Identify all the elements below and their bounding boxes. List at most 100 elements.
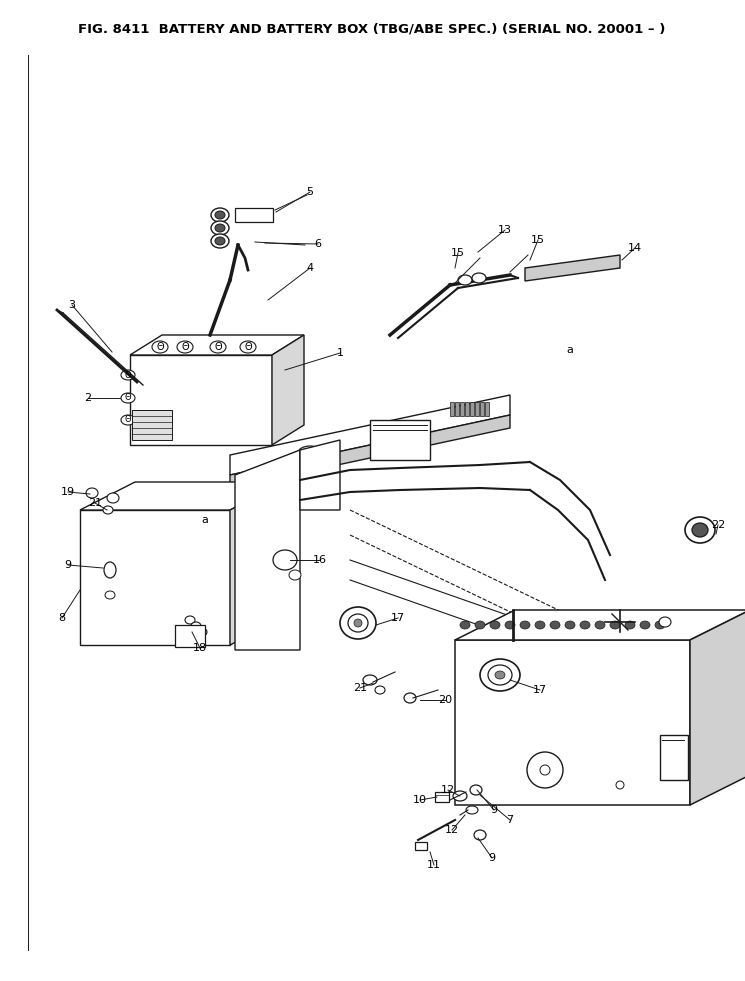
- Polygon shape: [230, 395, 510, 475]
- Ellipse shape: [495, 671, 505, 679]
- Polygon shape: [690, 610, 745, 805]
- Ellipse shape: [107, 493, 119, 503]
- Bar: [460, 402, 464, 416]
- Text: 3: 3: [69, 300, 75, 310]
- Ellipse shape: [550, 621, 560, 629]
- Text: 8: 8: [58, 613, 66, 623]
- Polygon shape: [130, 335, 304, 355]
- Ellipse shape: [340, 607, 376, 639]
- Ellipse shape: [215, 211, 225, 219]
- Text: 12: 12: [441, 785, 455, 795]
- Text: Θ: Θ: [124, 416, 131, 425]
- Ellipse shape: [104, 562, 116, 578]
- Text: Θ: Θ: [124, 371, 131, 380]
- Ellipse shape: [211, 221, 229, 235]
- Polygon shape: [230, 415, 510, 488]
- Ellipse shape: [659, 617, 671, 627]
- Text: 1: 1: [337, 348, 343, 358]
- Ellipse shape: [404, 693, 416, 703]
- Bar: [235, 208, 273, 222]
- Bar: [660, 735, 688, 780]
- Ellipse shape: [354, 619, 362, 627]
- Text: 21: 21: [88, 498, 102, 508]
- Ellipse shape: [215, 224, 225, 232]
- Ellipse shape: [152, 341, 168, 353]
- Polygon shape: [455, 610, 745, 640]
- Text: 2: 2: [84, 393, 92, 403]
- Ellipse shape: [363, 675, 377, 685]
- Ellipse shape: [240, 341, 256, 353]
- Ellipse shape: [458, 275, 472, 285]
- Text: 18: 18: [193, 643, 207, 653]
- Bar: [465, 402, 469, 416]
- Text: Θ: Θ: [181, 342, 188, 352]
- Polygon shape: [272, 335, 304, 445]
- Text: 4: 4: [306, 263, 314, 273]
- Ellipse shape: [490, 621, 500, 629]
- Ellipse shape: [348, 614, 368, 632]
- Polygon shape: [525, 255, 620, 281]
- Ellipse shape: [640, 621, 650, 629]
- Bar: [455, 402, 459, 416]
- Text: 10: 10: [413, 795, 427, 805]
- Ellipse shape: [625, 621, 635, 629]
- Polygon shape: [230, 482, 285, 645]
- Text: a: a: [566, 345, 574, 355]
- Ellipse shape: [177, 341, 193, 353]
- Text: Θ: Θ: [215, 342, 222, 352]
- Text: a: a: [202, 515, 209, 525]
- Ellipse shape: [185, 616, 195, 624]
- Text: 5: 5: [306, 187, 314, 197]
- Text: 11: 11: [427, 860, 441, 870]
- Ellipse shape: [610, 621, 620, 629]
- Text: 17: 17: [533, 685, 547, 695]
- Bar: [455, 640, 690, 805]
- Bar: [370, 420, 430, 460]
- Bar: [415, 842, 427, 850]
- Text: Θ: Θ: [244, 342, 252, 352]
- Text: Θ: Θ: [124, 393, 131, 402]
- Ellipse shape: [211, 234, 229, 248]
- Ellipse shape: [488, 665, 512, 685]
- Ellipse shape: [580, 621, 590, 629]
- Text: 21: 21: [353, 683, 367, 693]
- Polygon shape: [300, 440, 340, 510]
- Ellipse shape: [121, 393, 135, 403]
- Text: 9: 9: [489, 853, 495, 863]
- Text: 17: 17: [391, 613, 405, 623]
- Text: FIG. 8411  BATTERY AND BATTERY BOX (TBG/ABE SPEC.) (SERIAL NO. 20001 – ): FIG. 8411 BATTERY AND BATTERY BOX (TBG/A…: [78, 22, 666, 35]
- Bar: [475, 402, 479, 416]
- Text: 15: 15: [531, 235, 545, 245]
- Ellipse shape: [191, 622, 201, 630]
- Text: 14: 14: [628, 243, 642, 253]
- Text: 7: 7: [507, 815, 513, 825]
- Ellipse shape: [289, 570, 301, 580]
- Text: 22: 22: [711, 520, 725, 530]
- Ellipse shape: [685, 517, 715, 543]
- Ellipse shape: [103, 506, 113, 514]
- Ellipse shape: [540, 765, 550, 775]
- Ellipse shape: [655, 621, 665, 629]
- Ellipse shape: [215, 237, 225, 245]
- Text: 13: 13: [498, 225, 512, 235]
- Ellipse shape: [474, 830, 486, 840]
- Ellipse shape: [535, 621, 545, 629]
- Ellipse shape: [86, 488, 98, 498]
- Text: 12: 12: [445, 825, 459, 835]
- Ellipse shape: [460, 621, 470, 629]
- Ellipse shape: [298, 446, 322, 460]
- Bar: [480, 402, 484, 416]
- Text: 16: 16: [313, 555, 327, 565]
- Bar: [175, 625, 205, 647]
- Ellipse shape: [520, 621, 530, 629]
- Bar: [435, 792, 449, 802]
- Ellipse shape: [565, 621, 575, 629]
- Ellipse shape: [453, 791, 467, 801]
- Polygon shape: [80, 482, 285, 510]
- Ellipse shape: [211, 208, 229, 222]
- Ellipse shape: [375, 686, 385, 694]
- Text: Θ: Θ: [156, 342, 164, 352]
- Bar: [450, 402, 454, 416]
- Ellipse shape: [121, 370, 135, 380]
- Ellipse shape: [105, 591, 115, 599]
